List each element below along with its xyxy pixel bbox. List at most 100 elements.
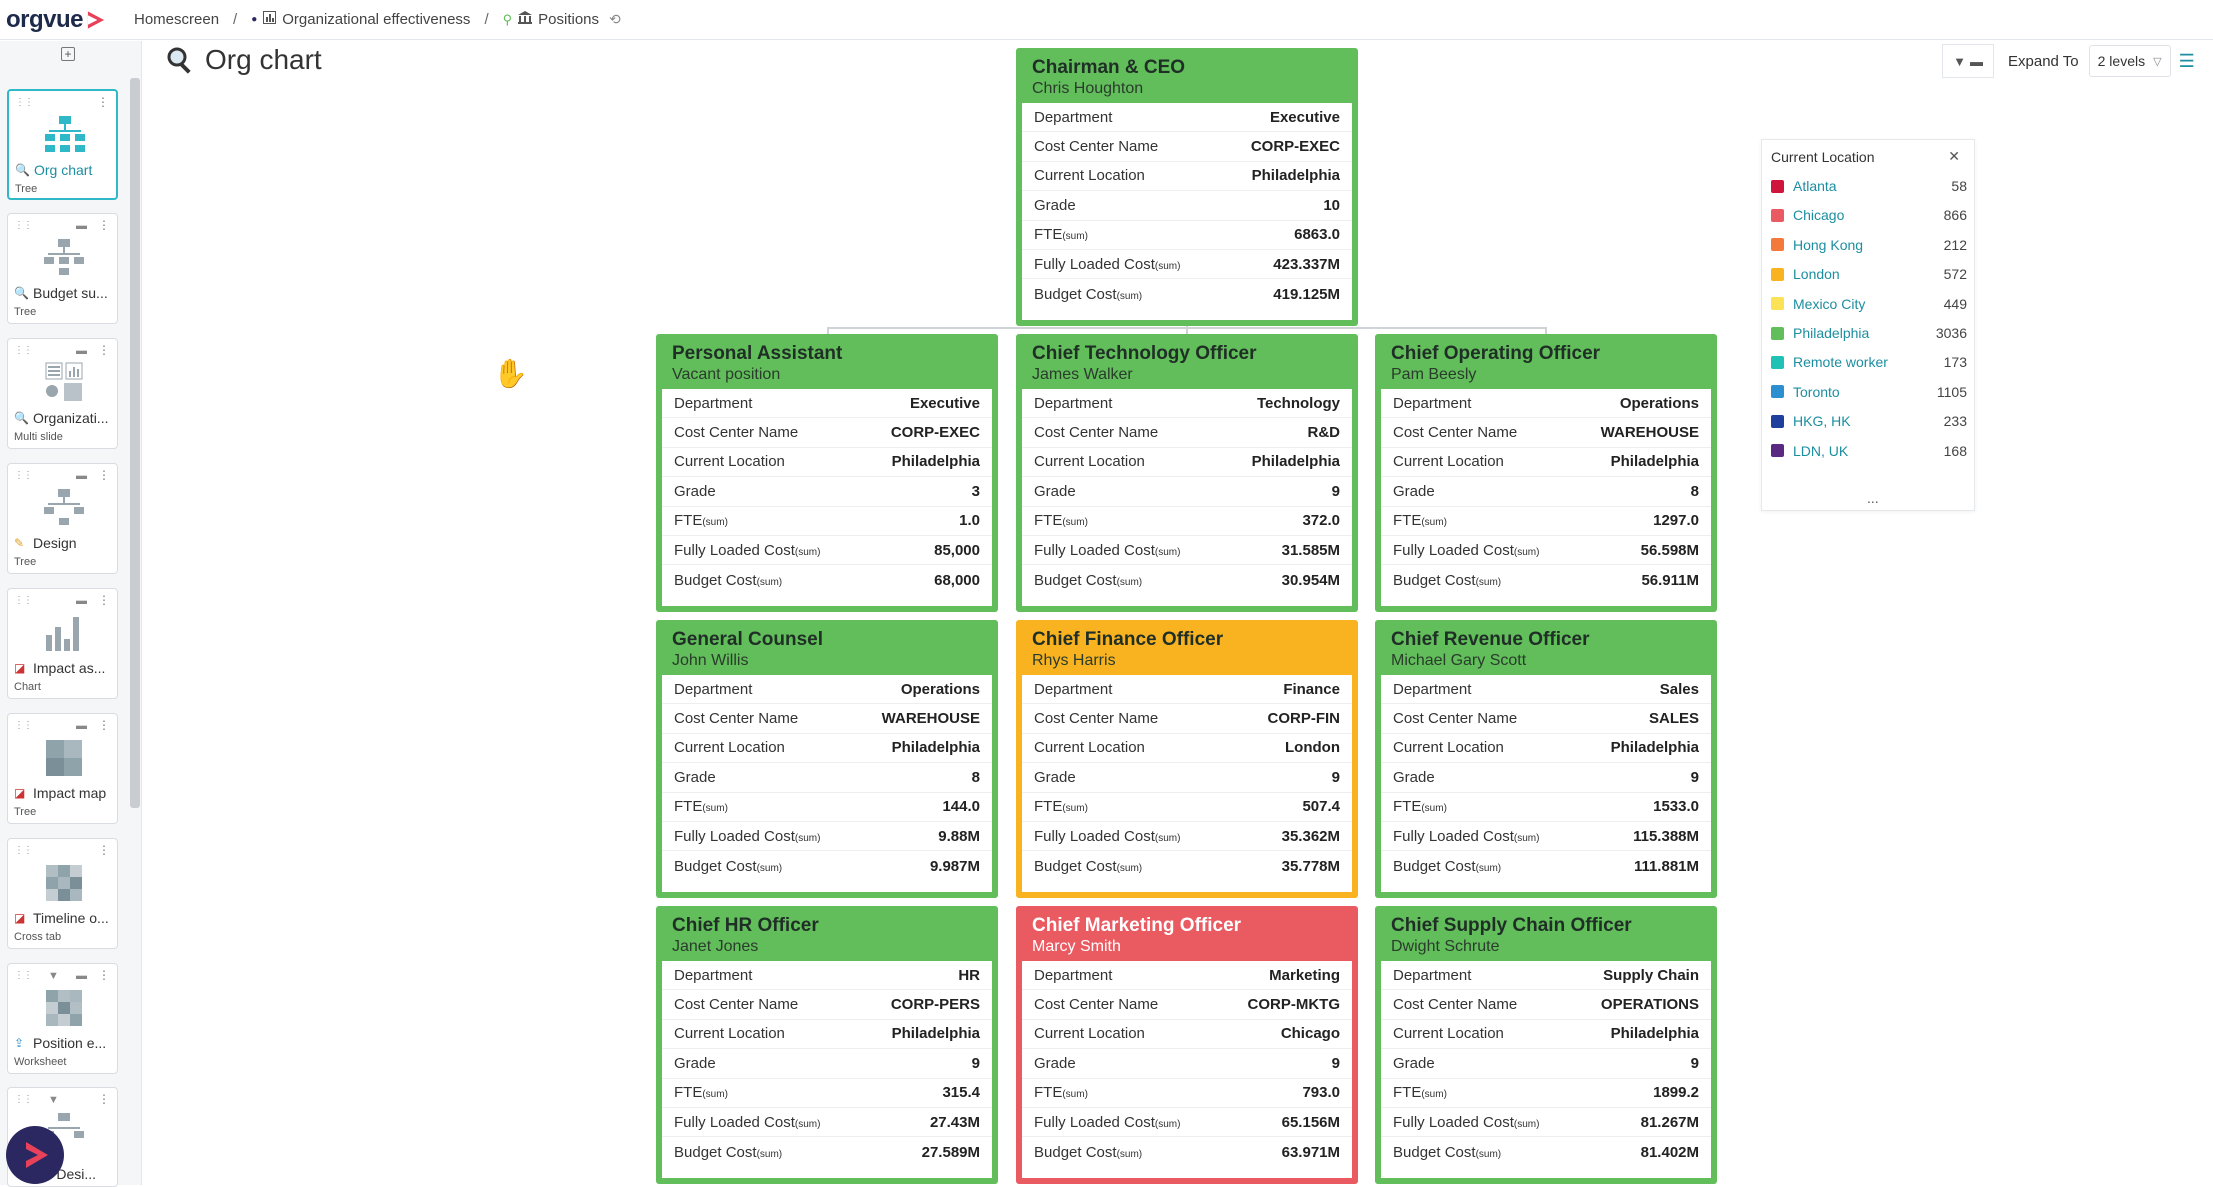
legend-item[interactable]: Hong Kong 212 [1771,235,1967,255]
node-row-location: Current Location London [1022,734,1352,764]
row-label: Grade [1393,768,1435,786]
org-node[interactable]: General Counsel John Willis Department O… [656,620,998,898]
row-label: Current Location [674,1025,785,1043]
legend-item[interactable]: Philadelphia 3036 [1771,323,1967,343]
sidebar-item-impact-assessment[interactable]: ⋮⋮ ▬ ⋮ ◪ Impact as... Chart [7,588,118,699]
export-icon: ⇪ [14,1036,25,1050]
drag-handle-icon[interactable]: ⋮⋮ [14,720,33,731]
legend-item[interactable]: Remote worker 173 [1771,352,1967,372]
list-view-icon[interactable]: ☰ [2178,50,2195,71]
tree-thumbnail-icon [44,489,84,525]
close-icon[interactable]: ✕ [1948,148,1960,164]
org-node[interactable]: Chief Technology Officer James Walker De… [1016,334,1358,612]
legend-title: Current Location [1771,149,1875,165]
drag-handle-icon[interactable]: ⋮⋮ [14,845,33,856]
legend-item[interactable]: Mexico City 449 [1771,294,1967,314]
more-icon[interactable]: ⋮ [98,468,110,482]
breadcrumb-home[interactable]: Homescreen [134,11,220,28]
orgvue-logo[interactable]: orgvue [6,2,106,38]
sidebar-item-budget-summary[interactable]: ⋮⋮ ▬ ⋮ 🔍 Budget su... Tree [7,213,118,324]
expand-levels-value: 2 levels [2097,53,2146,69]
sidebar-item-label: Timeline o... [33,910,109,926]
legend-item[interactable]: LDN, UK 168 [1771,441,1967,461]
more-icon[interactable]: ⋮ [98,1092,110,1106]
more-icon[interactable]: ⋮ [98,968,110,982]
org-node[interactable]: Chief Finance Officer Rhys Harris Depart… [1016,620,1358,898]
node-row-grade: Grade 8 [1381,477,1711,507]
legend-item[interactable]: London 572 [1771,264,1967,284]
dot-icon: ● [251,14,258,25]
node-row-location: Current Location Philadelphia [1022,448,1352,478]
sum-suffix: (sum) [1421,1089,1447,1101]
more-icon[interactable]: ⋮ [98,843,110,857]
org-node[interactable]: Chief Marketing Officer Marcy Smith Depa… [1016,906,1358,1184]
legend-more[interactable]: ... [1867,490,1879,506]
row-label: Budget Cost [1034,857,1117,875]
row-label: Budget Cost [1034,1143,1117,1161]
breadcrumb-view[interactable]: Positions [538,11,600,28]
node-row-grade: Grade 10 [1022,191,1352,221]
more-icon[interactable]: ⋮ [98,718,110,732]
sidebar-item-organization[interactable]: ⋮⋮ ▬ ⋮ 🔍 Organizati... Multi slide [7,338,118,449]
tree-thumbnail-icon [45,116,85,152]
legend-count: 233 [1943,413,1967,430]
legend-item[interactable]: Chicago 866 [1771,205,1967,225]
sidebar-item-label: Organizati... [33,410,109,426]
slide-sidebar: + ⋮⋮ ⋮ 🔍 Org chart Tree ⋮⋮ ▬ ⋮ 🔍 Budget su… [0,41,142,1187]
sidebar-item-impact-map[interactable]: ⋮⋮ ▬ ⋮ ◪ Impact map Tree [7,713,118,824]
more-icon[interactable]: ⋮ [98,593,110,607]
sidebar-scrollbar[interactable] [130,78,140,808]
row-label: Budget Cost [674,857,757,875]
org-node[interactable]: Chief Revenue Officer Michael Gary Scott… [1375,620,1717,898]
org-node[interactable]: Chairman & CEO Chris Houghton Department… [1016,48,1358,326]
org-node[interactable]: Chief Operating Officer Pam Beesly Depar… [1375,334,1717,612]
drag-handle-icon[interactable]: ⋮⋮ [15,97,34,108]
node-title: Chief Revenue Officer [1391,629,1590,650]
row-value: Philadelphia [891,453,980,471]
org-node[interactable]: Chief HR Officer Janet Jones Department … [656,906,998,1184]
row-value: 68,000 [934,571,980,589]
sidebar-item-design[interactable]: ⋮⋮ ▬ ⋮ ✎ Design Tree [7,463,118,574]
more-icon[interactable]: ⋮ [97,95,109,109]
legend-item[interactable]: Atlanta 58 [1771,176,1967,196]
sidebar-item-timeline[interactable]: ⋮⋮ ⋮ ◪ Timeline o... Cross tab [7,838,118,949]
row-value: 63.971M [1281,1143,1340,1161]
row-value: 85,000 [934,541,980,559]
drag-handle-icon[interactable]: ⋮⋮ [14,1094,33,1105]
more-icon[interactable]: ⋮ [98,218,110,232]
row-label: Current Location [1393,453,1504,471]
drag-handle-icon[interactable]: ⋮⋮ [14,345,33,356]
row-label: Current Location [1393,739,1504,757]
node-row-location: Current Location Philadelphia [1381,1020,1711,1050]
node-row-budget: Budget Cost(sum) 56.911M [1381,565,1711,594]
drag-handle-icon[interactable]: ⋮⋮ [14,470,33,481]
legend-item[interactable]: Toronto 1105 [1771,382,1967,402]
refresh-icon[interactable]: ⟲ [609,11,621,27]
row-label: Fully Loaded Cost [674,827,795,845]
node-row-fte: FTE(sum) 507.4 [1022,793,1352,822]
drag-handle-icon[interactable]: ⋮⋮ [14,970,33,981]
add-slide-button[interactable]: + [61,47,75,61]
sidebar-item-org-chart[interactable]: ⋮⋮ ⋮ 🔍 Org chart Tree [7,89,118,200]
row-value: 9 [1331,482,1340,500]
org-node[interactable]: Personal Assistant Vacant position Depar… [656,334,998,612]
node-row-fte: FTE(sum) 793.0 [1022,1079,1352,1108]
org-node[interactable]: Chief Supply Chain Officer Dwight Schrut… [1375,906,1717,1184]
drag-handle-icon[interactable]: ⋮⋮ [14,220,33,231]
sidebar-item-type: Tree [14,806,37,818]
legend-item[interactable]: HKG, HK 233 [1771,411,1967,431]
row-label: Grade [1034,196,1076,214]
row-value: 35.778M [1281,857,1340,875]
node-row-flc: Fully Loaded Cost(sum) 9.88M [662,822,992,852]
expand-levels-select[interactable]: 2 levels ▽ [2088,45,2171,77]
comment-icon: ▬ [76,470,87,482]
filter-button[interactable]: ▼ ▬ [1942,44,1994,78]
row-value: London [1285,739,1340,757]
hand-cursor-icon: ✋ [493,358,528,389]
sidebar-item-position-export[interactable]: ⋮⋮ ▼ ▬ ⋮ ⇪ Position e... Worksheet [7,963,118,1074]
assistant-button[interactable] [6,1126,64,1184]
row-label: Fully Loaded Cost [1034,827,1155,845]
breadcrumb-dataset[interactable]: Organizational effectiveness [282,11,471,28]
more-icon[interactable]: ⋮ [98,343,110,357]
drag-handle-icon[interactable]: ⋮⋮ [14,595,33,606]
